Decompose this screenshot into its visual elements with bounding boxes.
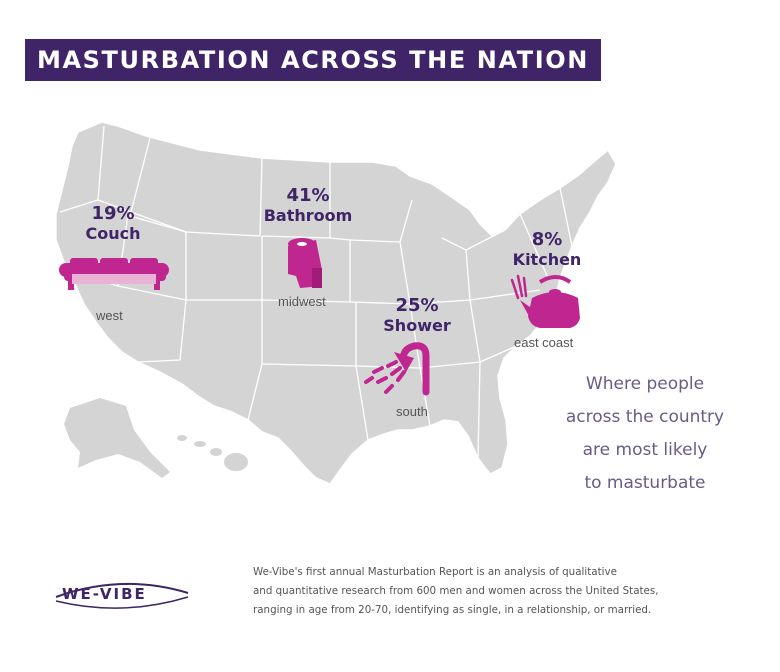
side-note-line: across the country (565, 407, 725, 427)
stat-midwest: 41% Bathroom (262, 185, 354, 225)
page-title: MASTURBATION ACROSS THE NATION (37, 46, 589, 74)
state-borders (59, 125, 573, 459)
side-note-line: to masturbate (584, 473, 706, 493)
stat-east-coast-percent: 8% (531, 229, 563, 250)
hawaii-shape (177, 435, 248, 471)
footer-line: We-Vibe's first annual Masturbation Repo… (253, 566, 617, 578)
region-label-east-coast: east coast (514, 335, 574, 350)
stat-south: 25% Shower (380, 295, 454, 335)
logo-text: WE-VIBE (62, 585, 147, 603)
logo-swoosh-icon (55, 582, 189, 609)
title-banner: MASTURBATION ACROSS THE NATION (25, 39, 601, 81)
toilet-paper-icon (288, 238, 322, 288)
stat-west-place: Couch (85, 223, 141, 243)
alaska-shape (64, 398, 170, 478)
region-label-south: south (396, 404, 428, 419)
side-note-line: Where people (585, 374, 705, 394)
stat-south-place: Shower (383, 315, 451, 335)
footer-description: We-Vibe's first annual Masturbation Repo… (253, 563, 723, 620)
couch-icon (59, 258, 169, 290)
stat-west-percent: 19% (91, 203, 135, 224)
side-note: Where people across the country are most… (555, 368, 735, 500)
stat-west: 19% Couch (78, 203, 148, 243)
us-contiguous-shape (55, 121, 617, 485)
side-note-line: are most likely (582, 440, 708, 460)
stat-east-coast-place: Kitchen (512, 249, 582, 269)
stat-midwest-place: Bathroom (263, 205, 353, 225)
kettle-icon (510, 274, 580, 328)
footer-line: ranging in age from 20-70, identifying a… (253, 604, 652, 616)
footer-line: and quantitative research from 600 men a… (253, 585, 659, 597)
stat-south-percent: 25% (395, 295, 439, 316)
region-label-midwest: midwest (278, 294, 326, 309)
region-label-west: west (96, 308, 123, 323)
shower-icon (364, 342, 430, 396)
we-vibe-logo: WE-VIBE (52, 575, 192, 615)
stat-midwest-percent: 41% (286, 185, 330, 206)
stat-east-coast: 8% Kitchen (512, 229, 582, 269)
